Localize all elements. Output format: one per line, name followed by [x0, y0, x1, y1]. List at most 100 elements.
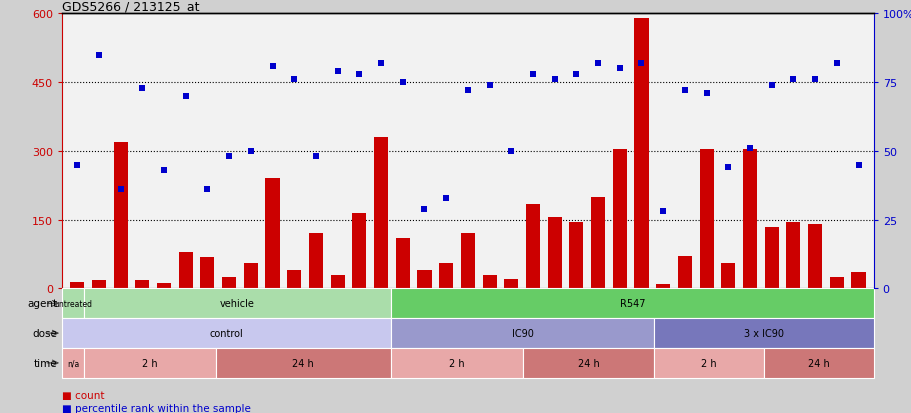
Bar — [157, 283, 171, 289]
Bar — [70, 282, 84, 289]
Point — [763, 83, 778, 89]
Bar — [807, 225, 821, 289]
Bar — [482, 275, 496, 289]
Bar — [84, 348, 215, 378]
Text: time: time — [34, 358, 57, 368]
Bar — [309, 234, 322, 289]
Text: 2 h: 2 h — [448, 358, 465, 368]
Bar — [526, 204, 539, 289]
Text: GDS5266 / 213125_at: GDS5266 / 213125_at — [62, 0, 200, 13]
Point — [179, 93, 193, 100]
Bar — [547, 218, 561, 289]
Text: ■ percentile rank within the sample: ■ percentile rank within the sample — [62, 403, 251, 413]
Text: 2 h: 2 h — [701, 358, 716, 368]
Point — [330, 69, 344, 75]
Bar — [215, 348, 391, 378]
Point — [699, 91, 713, 97]
Bar — [330, 275, 344, 289]
Bar — [179, 252, 192, 289]
Bar — [590, 197, 605, 289]
Text: IC90: IC90 — [511, 328, 533, 338]
Point — [850, 162, 865, 169]
Point — [460, 88, 475, 95]
Point — [525, 71, 539, 78]
Text: 2 h: 2 h — [142, 358, 158, 368]
Bar — [504, 280, 517, 289]
Text: agent: agent — [27, 299, 57, 309]
Bar — [243, 263, 258, 289]
Point — [438, 195, 453, 202]
Bar — [222, 277, 236, 289]
Bar — [653, 348, 763, 378]
Bar — [352, 213, 366, 289]
Bar — [612, 149, 626, 289]
Bar — [522, 348, 653, 378]
Bar — [460, 234, 475, 289]
Point — [70, 162, 85, 169]
Point — [807, 77, 822, 83]
Point — [677, 88, 691, 95]
Point — [482, 83, 496, 89]
Text: R547: R547 — [619, 299, 644, 309]
Text: dose: dose — [33, 328, 57, 338]
Bar — [568, 223, 583, 289]
Point — [633, 61, 648, 67]
Text: ■ count: ■ count — [62, 390, 105, 400]
Text: 24 h: 24 h — [807, 358, 829, 368]
Point — [395, 80, 410, 86]
Bar — [677, 257, 691, 289]
Point — [243, 148, 258, 155]
Point — [113, 187, 128, 193]
Point — [742, 145, 756, 152]
Text: vehicle: vehicle — [220, 299, 255, 309]
Text: 24 h: 24 h — [292, 358, 314, 368]
Point — [829, 61, 844, 67]
Point — [135, 85, 149, 92]
Point — [200, 187, 214, 193]
Point — [721, 165, 735, 171]
Text: n/a: n/a — [67, 358, 79, 368]
Point — [308, 154, 322, 160]
Point — [374, 61, 388, 67]
Bar — [851, 273, 865, 289]
Point — [91, 52, 106, 59]
Point — [547, 77, 561, 83]
Text: untreated: untreated — [54, 299, 92, 308]
Point — [416, 206, 431, 212]
Text: control: control — [210, 328, 243, 338]
Bar — [287, 271, 301, 289]
Point — [590, 61, 605, 67]
Point — [612, 66, 627, 73]
Point — [504, 148, 518, 155]
Text: 24 h: 24 h — [577, 358, 599, 368]
Bar — [135, 280, 149, 289]
Bar — [699, 149, 712, 289]
Bar — [763, 348, 873, 378]
Bar — [200, 258, 214, 289]
Bar — [655, 284, 670, 289]
Bar — [62, 289, 84, 318]
Bar — [721, 263, 734, 289]
Point — [785, 77, 800, 83]
Bar — [92, 280, 106, 289]
Bar — [265, 179, 280, 289]
Bar — [417, 271, 431, 289]
Point — [157, 167, 171, 174]
Bar — [84, 289, 391, 318]
Point — [352, 71, 366, 78]
Point — [265, 63, 280, 70]
Bar — [391, 318, 653, 348]
Point — [221, 154, 236, 160]
Bar — [62, 318, 391, 348]
Bar — [374, 138, 388, 289]
Point — [655, 209, 670, 215]
Point — [568, 71, 583, 78]
Bar — [114, 142, 128, 289]
Bar — [785, 223, 800, 289]
Bar — [62, 348, 84, 378]
Bar — [829, 277, 843, 289]
Bar — [634, 19, 648, 289]
Bar — [395, 238, 409, 289]
Text: 3 x IC90: 3 x IC90 — [743, 328, 783, 338]
Point — [287, 77, 302, 83]
